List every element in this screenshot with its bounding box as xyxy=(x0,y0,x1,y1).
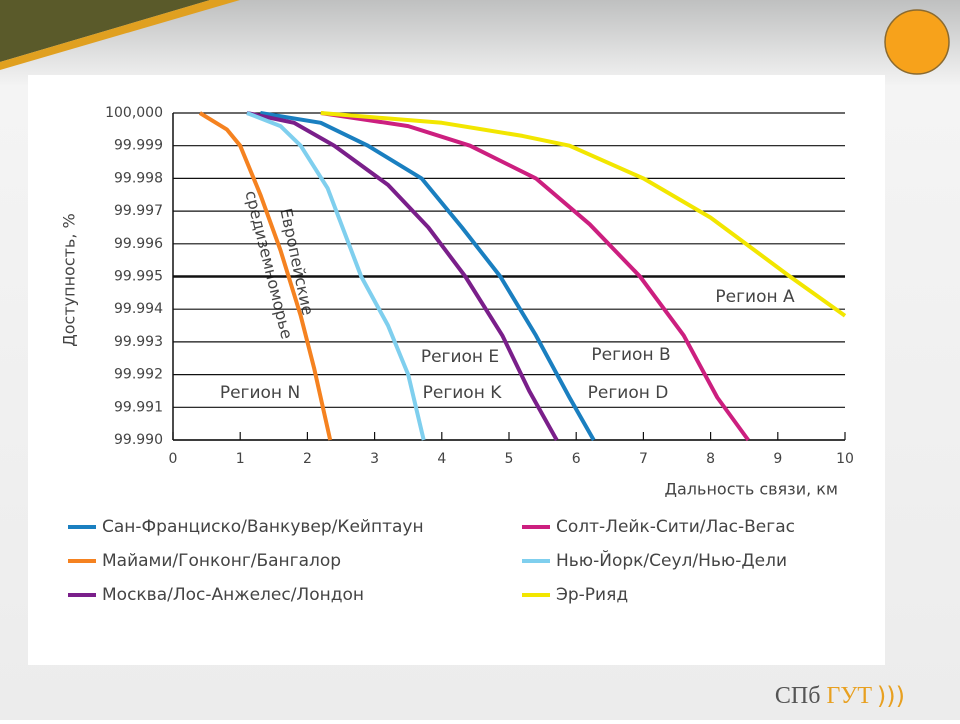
y-tick-label: 99.990 xyxy=(114,432,163,448)
series-line xyxy=(198,111,333,441)
y-tick-label: 99.998 xyxy=(114,170,163,186)
logo-left: СПб xyxy=(775,683,821,709)
annotation: Регион A xyxy=(715,287,795,307)
corner-stripe xyxy=(0,0,240,70)
legend-label: Эр-Рияд xyxy=(556,585,628,605)
x-tick-label: 1 xyxy=(236,451,245,467)
series-line xyxy=(246,111,426,441)
legend-label: Москва/Лос-Анжелес/Лондон xyxy=(102,585,364,605)
x-tick-label: 4 xyxy=(437,451,446,467)
legend-label: Солт-Лейк-Сити/Лас-Вегас xyxy=(556,517,795,537)
x-axis-title: Дальность связи, км xyxy=(664,480,838,499)
y-axis-title: Доступность, % xyxy=(60,213,79,347)
series-line xyxy=(246,111,559,441)
legend-label: Майами/Гонконг/Бангалор xyxy=(102,551,341,571)
series-line xyxy=(260,111,596,441)
legend-label: Нью-Йорк/Сеул/Нью-Дели xyxy=(556,549,787,571)
x-tick-label: 6 xyxy=(572,451,581,467)
y-tick-label: 99.995 xyxy=(114,269,163,285)
x-tick-label: 9 xyxy=(773,451,782,467)
logo: СПб ГУТ xyxy=(775,683,872,709)
y-tick-label: 99.991 xyxy=(114,399,163,415)
annotation: Регион B xyxy=(591,345,670,365)
annotation: Регион D xyxy=(588,383,669,403)
annotation: Регион K xyxy=(423,383,503,403)
annotation: Регион E xyxy=(421,347,499,367)
x-tick-label: 8 xyxy=(706,451,715,467)
annotation: Регион N xyxy=(220,383,300,403)
y-tick-label: 99.997 xyxy=(114,203,163,219)
orange-circle xyxy=(884,9,950,75)
y-tick-label: 99.993 xyxy=(114,334,163,350)
x-tick-label: 0 xyxy=(169,451,178,467)
logo-right: ГУТ xyxy=(826,683,872,709)
x-tick-label: 2 xyxy=(303,451,312,467)
x-tick-label: 5 xyxy=(505,451,514,467)
y-tick-label: 100,000 xyxy=(105,105,163,121)
y-tick-label: 99.992 xyxy=(114,367,163,383)
x-tick-label: 3 xyxy=(370,451,379,467)
x-tick-label: 7 xyxy=(639,451,648,467)
x-tick-label: 10 xyxy=(836,451,854,467)
y-tick-label: 99.996 xyxy=(114,236,163,252)
series-line xyxy=(320,111,750,442)
y-tick-label: 99.994 xyxy=(114,301,163,317)
legend-label: Сан-Франциско/Ванкувер/Кейптаун xyxy=(102,517,424,537)
series-line xyxy=(320,111,847,318)
logo-waves: ))) xyxy=(877,682,905,710)
chart-panel xyxy=(28,75,885,665)
y-tick-label: 99.999 xyxy=(114,138,163,154)
